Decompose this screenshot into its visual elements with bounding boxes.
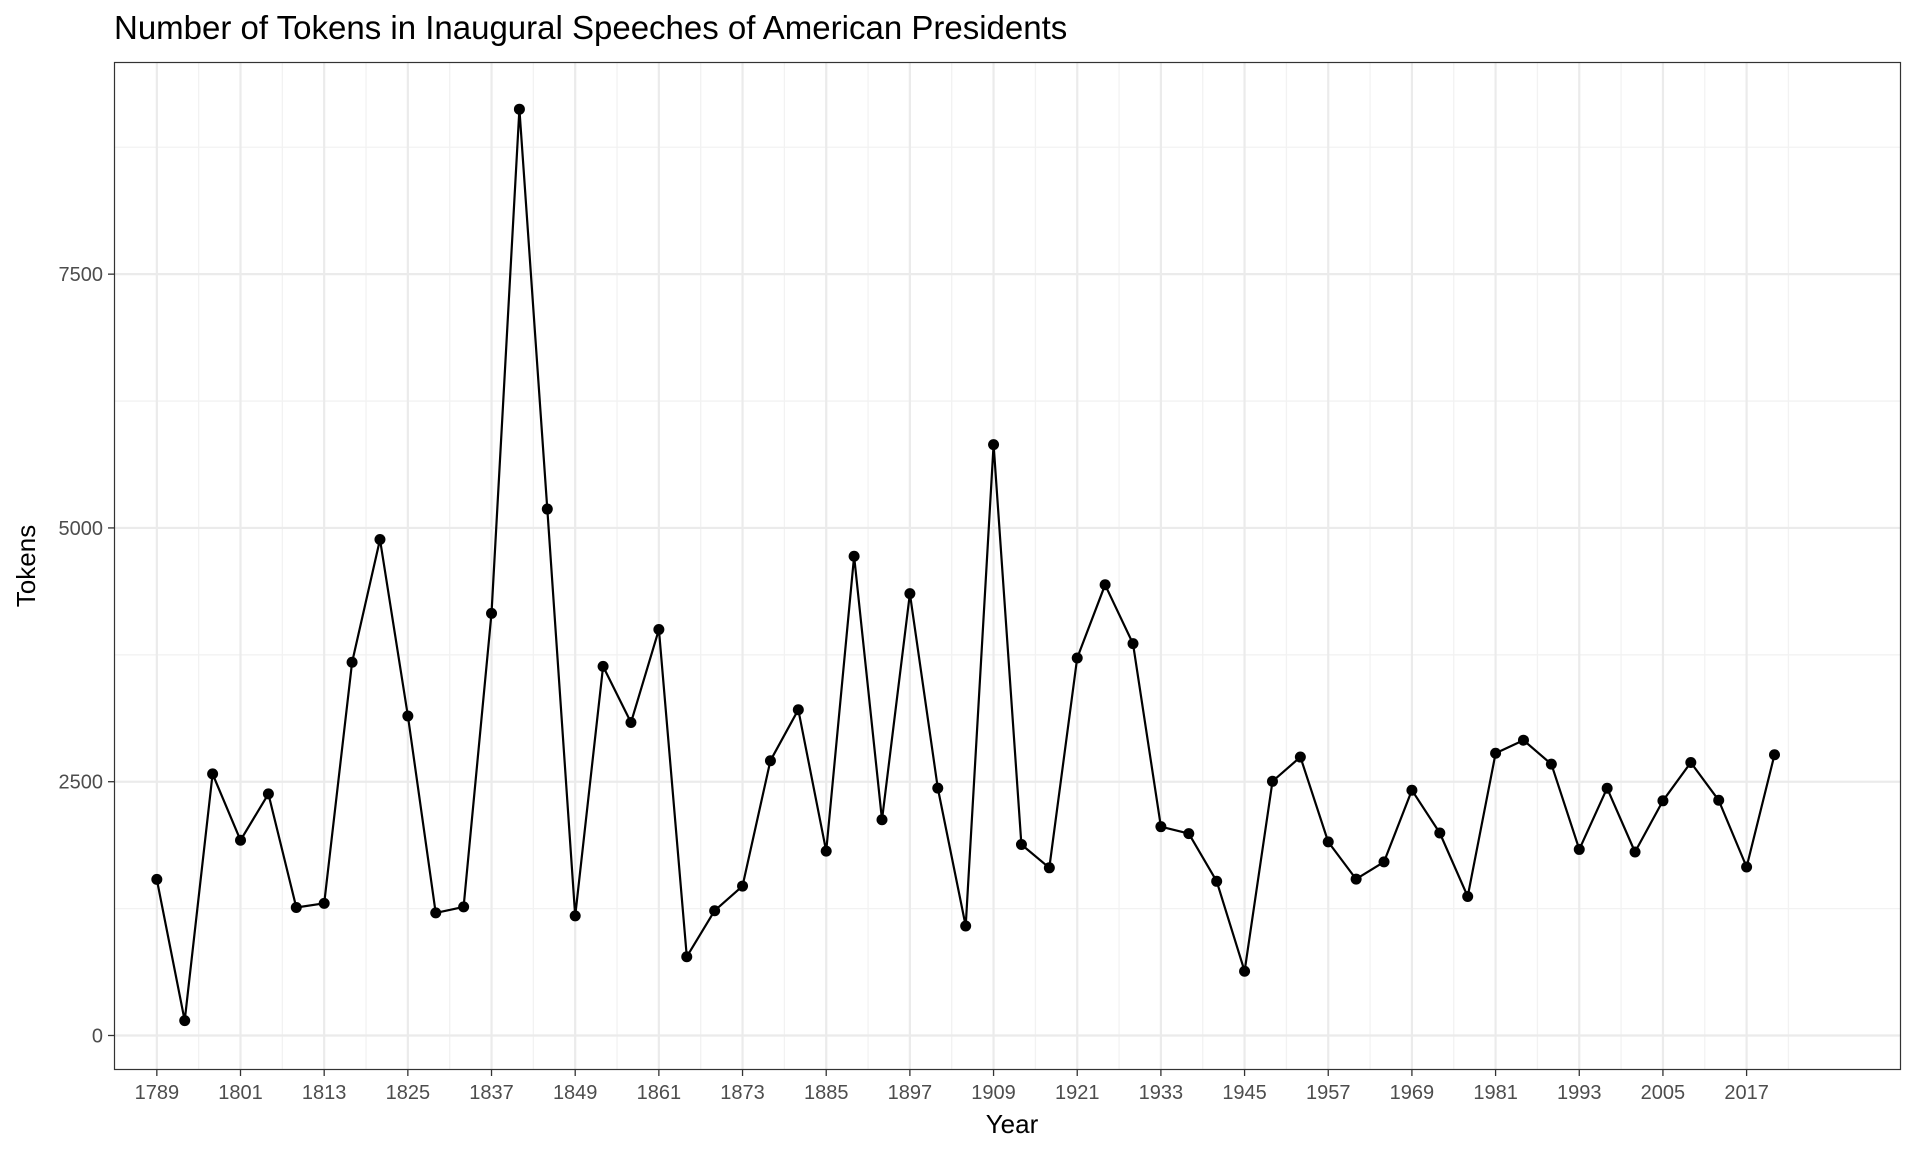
x-tick-label: 1789 <box>135 1082 180 1104</box>
data-point <box>1462 891 1474 903</box>
data-point <box>1322 836 1334 848</box>
x-tick-label: 2005 <box>1641 1082 1686 1104</box>
data-point <box>541 503 553 515</box>
x-tick-label: 1957 <box>1306 1082 1351 1104</box>
data-point <box>1657 795 1669 807</box>
data-point <box>709 905 721 917</box>
data-point <box>681 951 693 963</box>
y-tick-label: 5000 <box>59 518 104 540</box>
y-tick-label: 2500 <box>59 772 104 794</box>
data-point <box>402 710 414 722</box>
data-series <box>151 103 1780 1027</box>
chart-title: Number of Tokens in Inaugural Speeches o… <box>114 9 1067 46</box>
data-point <box>1043 862 1055 874</box>
x-tick-label: 1825 <box>386 1082 431 1104</box>
data-point <box>876 814 888 826</box>
data-point <box>346 656 358 668</box>
data-point <box>262 788 274 800</box>
data-point <box>1573 843 1585 855</box>
data-point <box>1378 856 1390 868</box>
data-point <box>1406 784 1418 796</box>
data-point <box>988 439 1000 451</box>
data-point <box>1211 875 1223 887</box>
data-point <box>1099 579 1111 591</box>
y-tick-label: 7500 <box>59 264 104 286</box>
data-point <box>1713 794 1725 806</box>
data-point <box>430 907 442 919</box>
x-tick-label: 1837 <box>469 1082 514 1104</box>
data-point <box>1741 861 1753 873</box>
x-tick-label: 1873 <box>720 1082 765 1104</box>
x-axis: 1789 1801 1813 1825 1837 1849 1861 1873 1885 1897… <box>135 1069 1769 1104</box>
data-point <box>904 588 916 600</box>
data-point <box>932 782 944 794</box>
data-point <box>792 704 804 716</box>
data-point <box>597 660 609 672</box>
x-tick-label: 1921 <box>1055 1082 1100 1104</box>
data-point <box>458 901 470 913</box>
data-point <box>737 880 749 892</box>
data-point <box>1601 782 1613 794</box>
x-tick-label: 1849 <box>553 1082 598 1104</box>
data-point <box>1071 652 1083 664</box>
data-point <box>569 910 581 922</box>
data-point <box>848 550 860 562</box>
data-point <box>290 901 302 913</box>
x-axis-title: Year <box>986 1109 1039 1139</box>
data-point <box>1768 749 1780 761</box>
x-tick-label: 1993 <box>1557 1082 1602 1104</box>
data-point <box>1350 873 1362 885</box>
data-point <box>1239 965 1251 977</box>
x-tick-label: 1813 <box>302 1082 347 1104</box>
x-tick-label: 1897 <box>888 1082 933 1104</box>
panel-border <box>113 61 1902 1071</box>
data-point <box>513 103 525 115</box>
data-point <box>764 755 776 767</box>
data-point <box>1127 638 1139 650</box>
major-gridlines <box>115 63 1900 1069</box>
data-point <box>820 845 832 857</box>
data-point <box>1266 775 1278 787</box>
data-point <box>207 768 219 780</box>
data-point <box>1434 827 1446 839</box>
x-tick-label: 1885 <box>804 1082 849 1104</box>
x-tick-label: 2017 <box>1724 1082 1769 1104</box>
data-point <box>1517 734 1529 746</box>
data-point <box>1155 821 1167 833</box>
data-point <box>1545 758 1557 770</box>
x-tick-label: 1933 <box>1139 1082 1184 1104</box>
data-point <box>374 534 386 546</box>
y-axis: 0 2500 5000 7500 <box>59 264 115 1048</box>
data-point <box>960 920 972 932</box>
data-point <box>653 624 665 636</box>
x-tick-label: 1801 <box>218 1082 263 1104</box>
series-line <box>155 108 1776 1022</box>
x-tick-label: 1945 <box>1222 1082 1267 1104</box>
data-point <box>1629 846 1641 858</box>
y-axis-title: Tokens <box>11 525 41 607</box>
data-point <box>151 873 163 885</box>
x-tick-label: 1909 <box>971 1082 1016 1104</box>
data-point <box>318 897 330 909</box>
minor-gridlines <box>115 63 1900 1069</box>
data-point <box>1490 747 1502 759</box>
x-tick-label: 1969 <box>1390 1082 1435 1104</box>
data-point <box>235 834 247 846</box>
data-point <box>1294 751 1306 763</box>
data-point <box>179 1015 191 1027</box>
x-tick-label: 1981 <box>1473 1082 1518 1104</box>
data-point <box>625 717 637 729</box>
data-point <box>1685 757 1697 769</box>
x-tick-label: 1861 <box>637 1082 682 1104</box>
data-point <box>1015 838 1027 850</box>
y-tick-label: 0 <box>92 1026 103 1048</box>
data-point <box>486 607 498 619</box>
data-point <box>1183 828 1195 840</box>
